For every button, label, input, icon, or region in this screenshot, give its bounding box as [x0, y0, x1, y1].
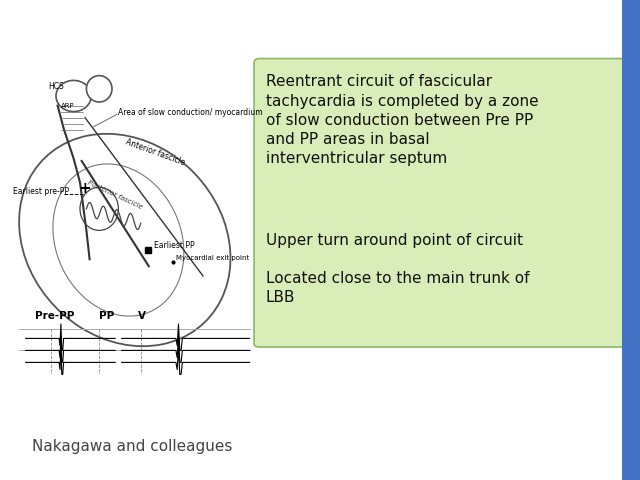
Text: PP: PP — [99, 311, 115, 321]
Text: Located close to the main trunk of
LBB: Located close to the main trunk of LBB — [266, 271, 529, 305]
Text: Area of slow conduction/ myocardium: Area of slow conduction/ myocardium — [118, 108, 263, 117]
Text: ARP: ARP — [61, 103, 74, 109]
FancyBboxPatch shape — [254, 59, 626, 347]
Text: Earliest pre-PP: Earliest pre-PP — [13, 187, 69, 196]
Ellipse shape — [56, 80, 92, 112]
Bar — [622, 0, 640, 480]
Ellipse shape — [86, 76, 112, 102]
Text: Upper turn around point of circuit: Upper turn around point of circuit — [266, 233, 523, 248]
Text: HCS: HCS — [48, 82, 64, 91]
Text: Posterior fascicle: Posterior fascicle — [86, 179, 143, 210]
Text: +: + — [78, 181, 91, 196]
Text: Earliest PP: Earliest PP — [154, 241, 194, 250]
Text: Reentrant circuit of fascicular
tachycardia is completed by a zone
of slow condu: Reentrant circuit of fascicular tachycar… — [266, 74, 538, 166]
Ellipse shape — [19, 134, 230, 346]
Text: Myocardial exit point: Myocardial exit point — [176, 255, 249, 261]
Ellipse shape — [53, 164, 184, 316]
Text: Pre-PP: Pre-PP — [35, 311, 75, 321]
Text: V: V — [138, 311, 146, 321]
Text: Anterior fascicle: Anterior fascicle — [125, 138, 187, 168]
Text: Nakagawa and colleagues: Nakagawa and colleagues — [32, 439, 232, 454]
